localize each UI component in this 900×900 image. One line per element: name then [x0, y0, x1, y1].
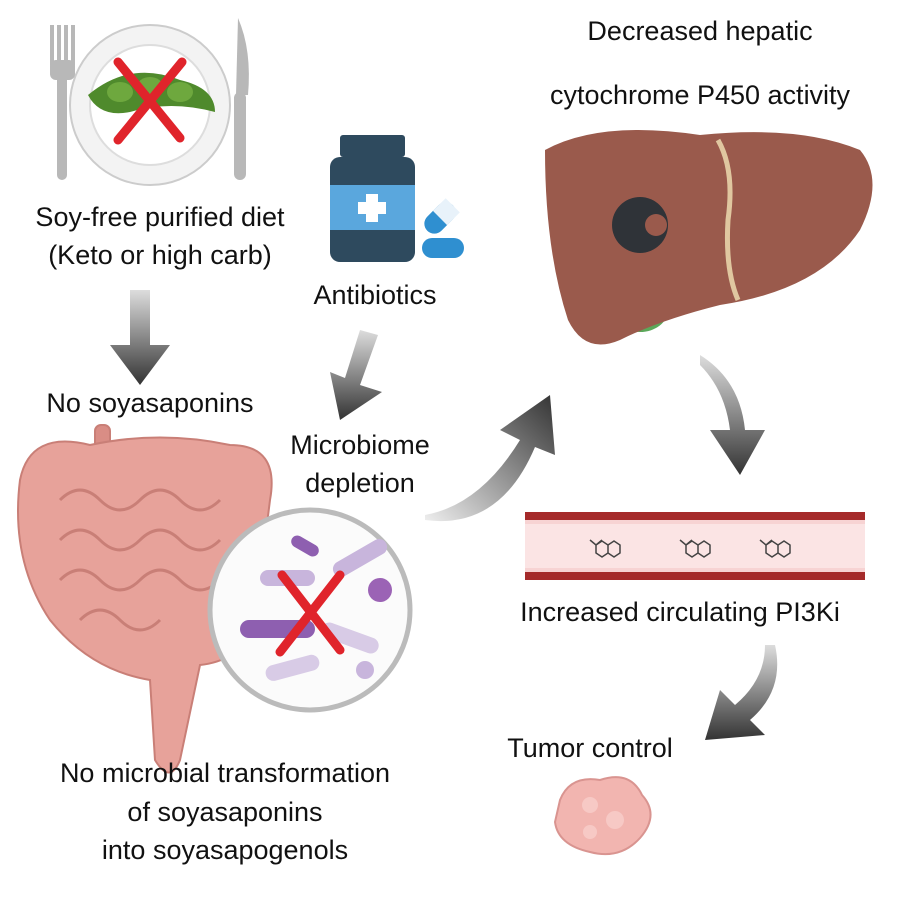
- antibiotics-label: Antibiotics: [313, 280, 437, 310]
- cross-icon: [275, 570, 345, 657]
- liver-label-line1: Decreased hepatic: [587, 16, 813, 46]
- tumor-label: Tumor control: [507, 733, 673, 763]
- transformation-label-line2: of soyasaponins: [127, 797, 323, 827]
- fork-icon: [50, 25, 75, 180]
- medicine-bottle-icon: [330, 135, 415, 262]
- blood-label: Increased circulating PI3Ki: [520, 597, 840, 627]
- arrow-icon: [700, 355, 765, 475]
- blood-vessel-icon: [525, 512, 865, 580]
- tumor-icon: [553, 776, 652, 856]
- diet-label-line2: (Keto or high carb): [48, 240, 272, 270]
- transformation-label-line1: No microbial transformation: [59, 758, 391, 788]
- microbiome-label-line1: Microbiome: [290, 430, 430, 460]
- pills-icon: [422, 198, 464, 258]
- arrow-icon: [330, 330, 382, 420]
- liver-label-line2: cytochrome P450 activity: [549, 80, 851, 110]
- arrow-icon: [425, 395, 555, 522]
- molecule-icon: [589, 539, 791, 558]
- no-soyasaponins-label: No soyasaponins: [46, 388, 254, 418]
- arrow-icon: [705, 645, 778, 740]
- transformation-label-line3: into soyasapogenols: [101, 835, 349, 865]
- cross-icon: [113, 57, 187, 145]
- diet-label-line1: Soy-free purified diet: [35, 202, 285, 232]
- liver-icon: [545, 130, 873, 345]
- knife-icon: [234, 18, 249, 180]
- arrow-icon: [110, 290, 170, 385]
- microbiome-label-line2: depletion: [305, 468, 415, 498]
